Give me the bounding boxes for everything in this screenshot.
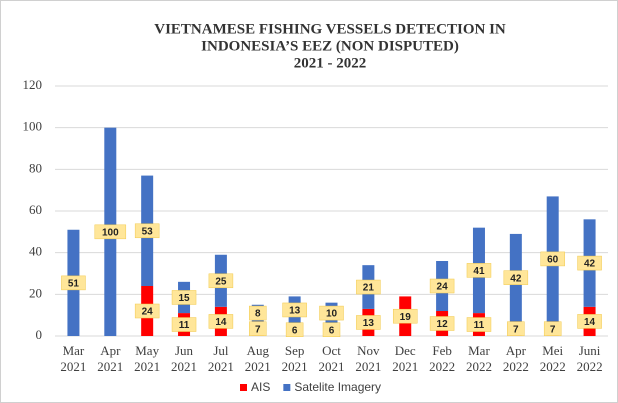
chart-title: VIETNAMESE FISHING VESSELS DETECTION IN xyxy=(154,21,506,37)
x-tick-label: Mar 2021 xyxy=(60,343,86,374)
data-label-box xyxy=(319,305,344,321)
data-label-box xyxy=(429,316,455,331)
data-label: 19 xyxy=(400,312,412,323)
legend-swatch xyxy=(283,384,291,391)
data-label: 41 xyxy=(473,266,485,277)
data-label: 100 xyxy=(102,227,119,238)
y-tick-label: 40 xyxy=(29,244,42,259)
data-label: 21 xyxy=(363,283,375,294)
data-label-box xyxy=(208,314,234,329)
y-tick-label: 80 xyxy=(29,160,42,175)
data-label-box xyxy=(356,315,381,330)
data-label-box xyxy=(507,321,525,336)
data-label: 7 xyxy=(513,324,519,335)
x-tick-label: Nov 2021 xyxy=(355,343,381,374)
data-label: 42 xyxy=(584,259,596,270)
legend-swatch xyxy=(240,384,247,391)
legend-label: Satelite Imagery xyxy=(294,380,381,394)
data-label: 60 xyxy=(547,255,559,266)
y-tick-label: 120 xyxy=(23,77,43,92)
data-label-box xyxy=(429,278,455,294)
legend-label: AIS xyxy=(251,380,270,394)
x-tick-label: Dec 2021 xyxy=(392,343,418,374)
data-label: 11 xyxy=(179,320,190,331)
data-label: 25 xyxy=(215,276,227,287)
data-label-box xyxy=(249,321,267,336)
data-label: 24 xyxy=(142,307,154,318)
x-tick-label: Sep 2021 xyxy=(282,343,308,374)
data-label-box xyxy=(577,314,602,329)
data-label-box xyxy=(208,273,234,289)
data-label-box xyxy=(171,290,197,305)
data-label: 7 xyxy=(550,324,556,335)
data-label-box xyxy=(392,308,418,324)
x-tick-label: Juni 2022 xyxy=(577,343,603,374)
data-label: 53 xyxy=(142,226,154,237)
data-label-box xyxy=(171,317,197,332)
data-label: 8 xyxy=(255,309,261,320)
data-label-box xyxy=(466,317,492,332)
chart-title: 2021 - 2022 xyxy=(294,55,367,71)
data-label-box xyxy=(356,279,381,295)
x-tick-label: Apr 2022 xyxy=(503,343,529,374)
x-tick-label: Oct 2021 xyxy=(319,343,345,374)
data-label: 24 xyxy=(437,282,449,293)
data-label-box xyxy=(94,224,127,240)
y-tick-label: 0 xyxy=(36,327,43,342)
data-label-box xyxy=(322,322,341,337)
data-label: 10 xyxy=(326,309,338,320)
chart-title: INDONESIA’S EEZ (NON DISPUTED) xyxy=(201,38,459,54)
data-label-box xyxy=(540,251,565,267)
data-label-box xyxy=(577,255,602,271)
data-label-box xyxy=(543,321,562,336)
data-label: 14 xyxy=(584,317,596,328)
data-label: 13 xyxy=(289,306,301,317)
data-label-box xyxy=(282,302,307,318)
data-label: 15 xyxy=(178,293,190,304)
data-label-box xyxy=(285,322,304,337)
x-tick-label: Jul 2021 xyxy=(208,343,234,374)
x-tick-label: Feb 2022 xyxy=(429,343,455,374)
data-label-box xyxy=(466,263,492,278)
data-label: 13 xyxy=(363,318,375,329)
y-tick-label: 100 xyxy=(23,119,43,134)
data-label-box xyxy=(249,305,267,321)
y-tick-label: 60 xyxy=(29,202,42,217)
x-tick-label: Mar 2022 xyxy=(466,343,492,374)
data-label: 7 xyxy=(255,324,261,335)
data-label-box xyxy=(134,223,160,239)
data-label: 6 xyxy=(292,325,298,336)
data-label: 14 xyxy=(215,317,227,328)
data-label: 42 xyxy=(510,273,522,284)
x-tick-label: Mei 2022 xyxy=(540,343,566,374)
data-label-box xyxy=(134,303,160,319)
data-label: 11 xyxy=(474,320,485,331)
x-tick-label: Apr 2021 xyxy=(97,343,123,374)
data-label: 51 xyxy=(68,279,80,290)
data-label-box xyxy=(61,275,86,291)
y-tick-label: 20 xyxy=(29,285,42,300)
data-label-box xyxy=(503,270,529,285)
x-tick-label: May 2021 xyxy=(134,343,160,374)
data-label: 12 xyxy=(437,319,449,330)
data-label: 6 xyxy=(329,325,335,336)
x-tick-label: Aug 2021 xyxy=(245,343,271,374)
x-tick-label: Jun 2021 xyxy=(171,343,197,374)
